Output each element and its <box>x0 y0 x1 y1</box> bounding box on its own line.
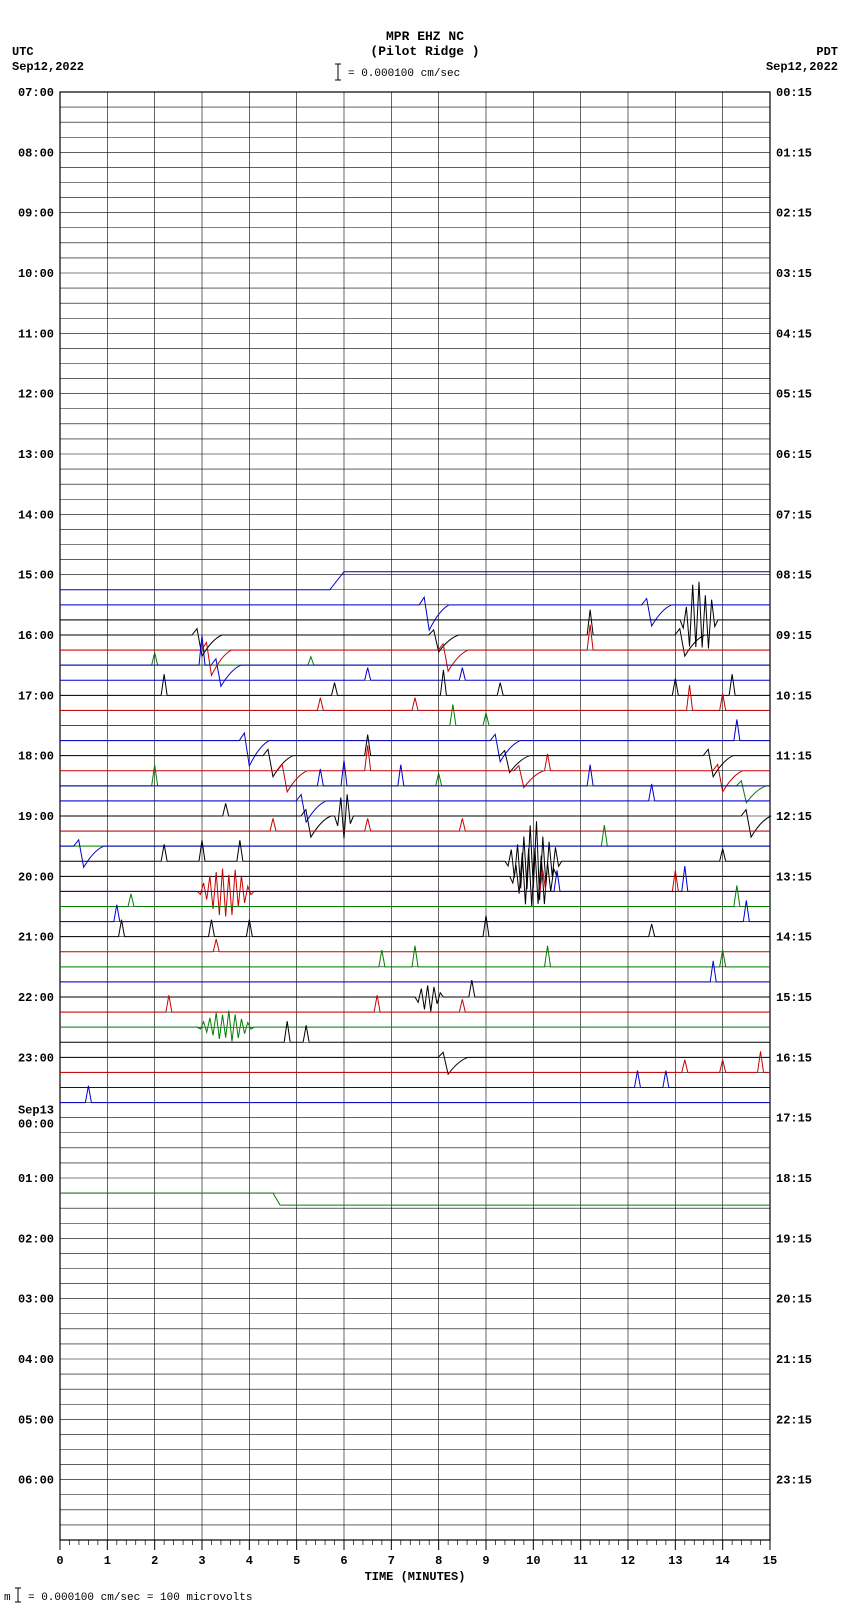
station-name: (Pilot Ridge ) <box>370 44 479 59</box>
right-hour-label: 20:15 <box>776 1293 812 1307</box>
left-hour-label: 08:00 <box>18 146 54 160</box>
left-hour-label: 20:00 <box>18 870 54 884</box>
right-hour-label: 11:15 <box>776 750 812 764</box>
left-hour-label: 19:00 <box>18 810 54 824</box>
left-hour-label: 15:00 <box>18 569 54 583</box>
left-hour-label: 18:00 <box>18 750 54 764</box>
right-hour-label: 02:15 <box>776 207 812 221</box>
footer-prefix: m <box>4 1592 11 1604</box>
left-date: Sep12,2022 <box>12 60 84 74</box>
right-hour-label: 13:15 <box>776 870 812 884</box>
x-tick-label: 13 <box>668 1554 682 1568</box>
right-hour-label: 00:15 <box>776 86 812 100</box>
left-hour-label: 13:00 <box>18 448 54 462</box>
x-tick-label: 6 <box>340 1554 347 1568</box>
right-hour-label: 17:15 <box>776 1112 812 1126</box>
right-hour-label: 14:15 <box>776 931 812 945</box>
left-hour-label: 11:00 <box>18 327 54 341</box>
right-hour-label: 08:15 <box>776 569 812 583</box>
left-hour-label: 22:00 <box>18 991 54 1005</box>
seismogram-svg: MPR EHZ NC(Pilot Ridge ) = 0.000100 cm/se… <box>0 0 850 1613</box>
x-tick-label: 0 <box>56 1554 63 1568</box>
right-hour-label: 06:15 <box>776 448 812 462</box>
right-hour-label: 01:15 <box>776 146 812 160</box>
right-hour-label: 22:15 <box>776 1413 812 1427</box>
left-tz: UTC <box>12 45 34 59</box>
right-hour-label: 21:15 <box>776 1353 812 1367</box>
right-tz: PDT <box>816 45 838 59</box>
footer-scale: = 0.000100 cm/sec = 100 microvolts <box>28 1592 252 1604</box>
scale-label: = 0.000100 cm/sec <box>348 68 460 80</box>
right-hour-label: 16:15 <box>776 1051 812 1065</box>
x-tick-label: 8 <box>435 1554 442 1568</box>
left-hour-label: 00:00 <box>18 1118 54 1132</box>
x-tick-label: 12 <box>621 1554 635 1568</box>
right-hour-label: 19:15 <box>776 1232 812 1246</box>
x-tick-label: 1 <box>104 1554 111 1568</box>
left-hour-label: 17:00 <box>18 689 54 703</box>
left-hour-label: 03:00 <box>18 1293 54 1307</box>
right-hour-label: 15:15 <box>776 991 812 1005</box>
x-tick-label: 4 <box>246 1554 253 1568</box>
right-hour-label: 03:15 <box>776 267 812 281</box>
right-hour-label: 09:15 <box>776 629 812 643</box>
right-date: Sep12,2022 <box>766 60 838 74</box>
right-hour-label: 04:15 <box>776 327 812 341</box>
x-tick-label: 7 <box>388 1554 395 1568</box>
right-hour-label: 10:15 <box>776 689 812 703</box>
left-hour-label: Sep13 <box>18 1104 54 1118</box>
x-tick-label: 10 <box>526 1554 540 1568</box>
right-hour-label: 18:15 <box>776 1172 812 1186</box>
x-axis-label: TIME (MINUTES) <box>365 1570 466 1584</box>
x-tick-label: 3 <box>198 1554 205 1568</box>
x-tick-label: 5 <box>293 1554 300 1568</box>
left-hour-label: 09:00 <box>18 207 54 221</box>
left-hour-label: 16:00 <box>18 629 54 643</box>
left-hour-label: 07:00 <box>18 86 54 100</box>
x-tick-label: 15 <box>763 1554 777 1568</box>
left-hour-label: 14:00 <box>18 508 54 522</box>
right-hour-label: 12:15 <box>776 810 812 824</box>
left-hour-label: 23:00 <box>18 1051 54 1065</box>
x-tick-label: 14 <box>715 1554 729 1568</box>
left-hour-label: 04:00 <box>18 1353 54 1367</box>
left-hour-label: 02:00 <box>18 1232 54 1246</box>
station-id: MPR EHZ NC <box>386 29 464 44</box>
x-tick-label: 11 <box>573 1554 587 1568</box>
right-hour-label: 07:15 <box>776 508 812 522</box>
x-tick-label: 9 <box>482 1554 489 1568</box>
left-hour-label: 06:00 <box>18 1474 54 1488</box>
left-hour-label: 10:00 <box>18 267 54 281</box>
left-hour-label: 05:00 <box>18 1413 54 1427</box>
x-tick-label: 2 <box>151 1554 158 1568</box>
seismogram-container: MPR EHZ NC(Pilot Ridge ) = 0.000100 cm/se… <box>0 0 850 1613</box>
left-hour-label: 12:00 <box>18 388 54 402</box>
right-hour-label: 05:15 <box>776 388 812 402</box>
left-hour-label: 21:00 <box>18 931 54 945</box>
left-hour-label: 01:00 <box>18 1172 54 1186</box>
right-hour-label: 23:15 <box>776 1474 812 1488</box>
